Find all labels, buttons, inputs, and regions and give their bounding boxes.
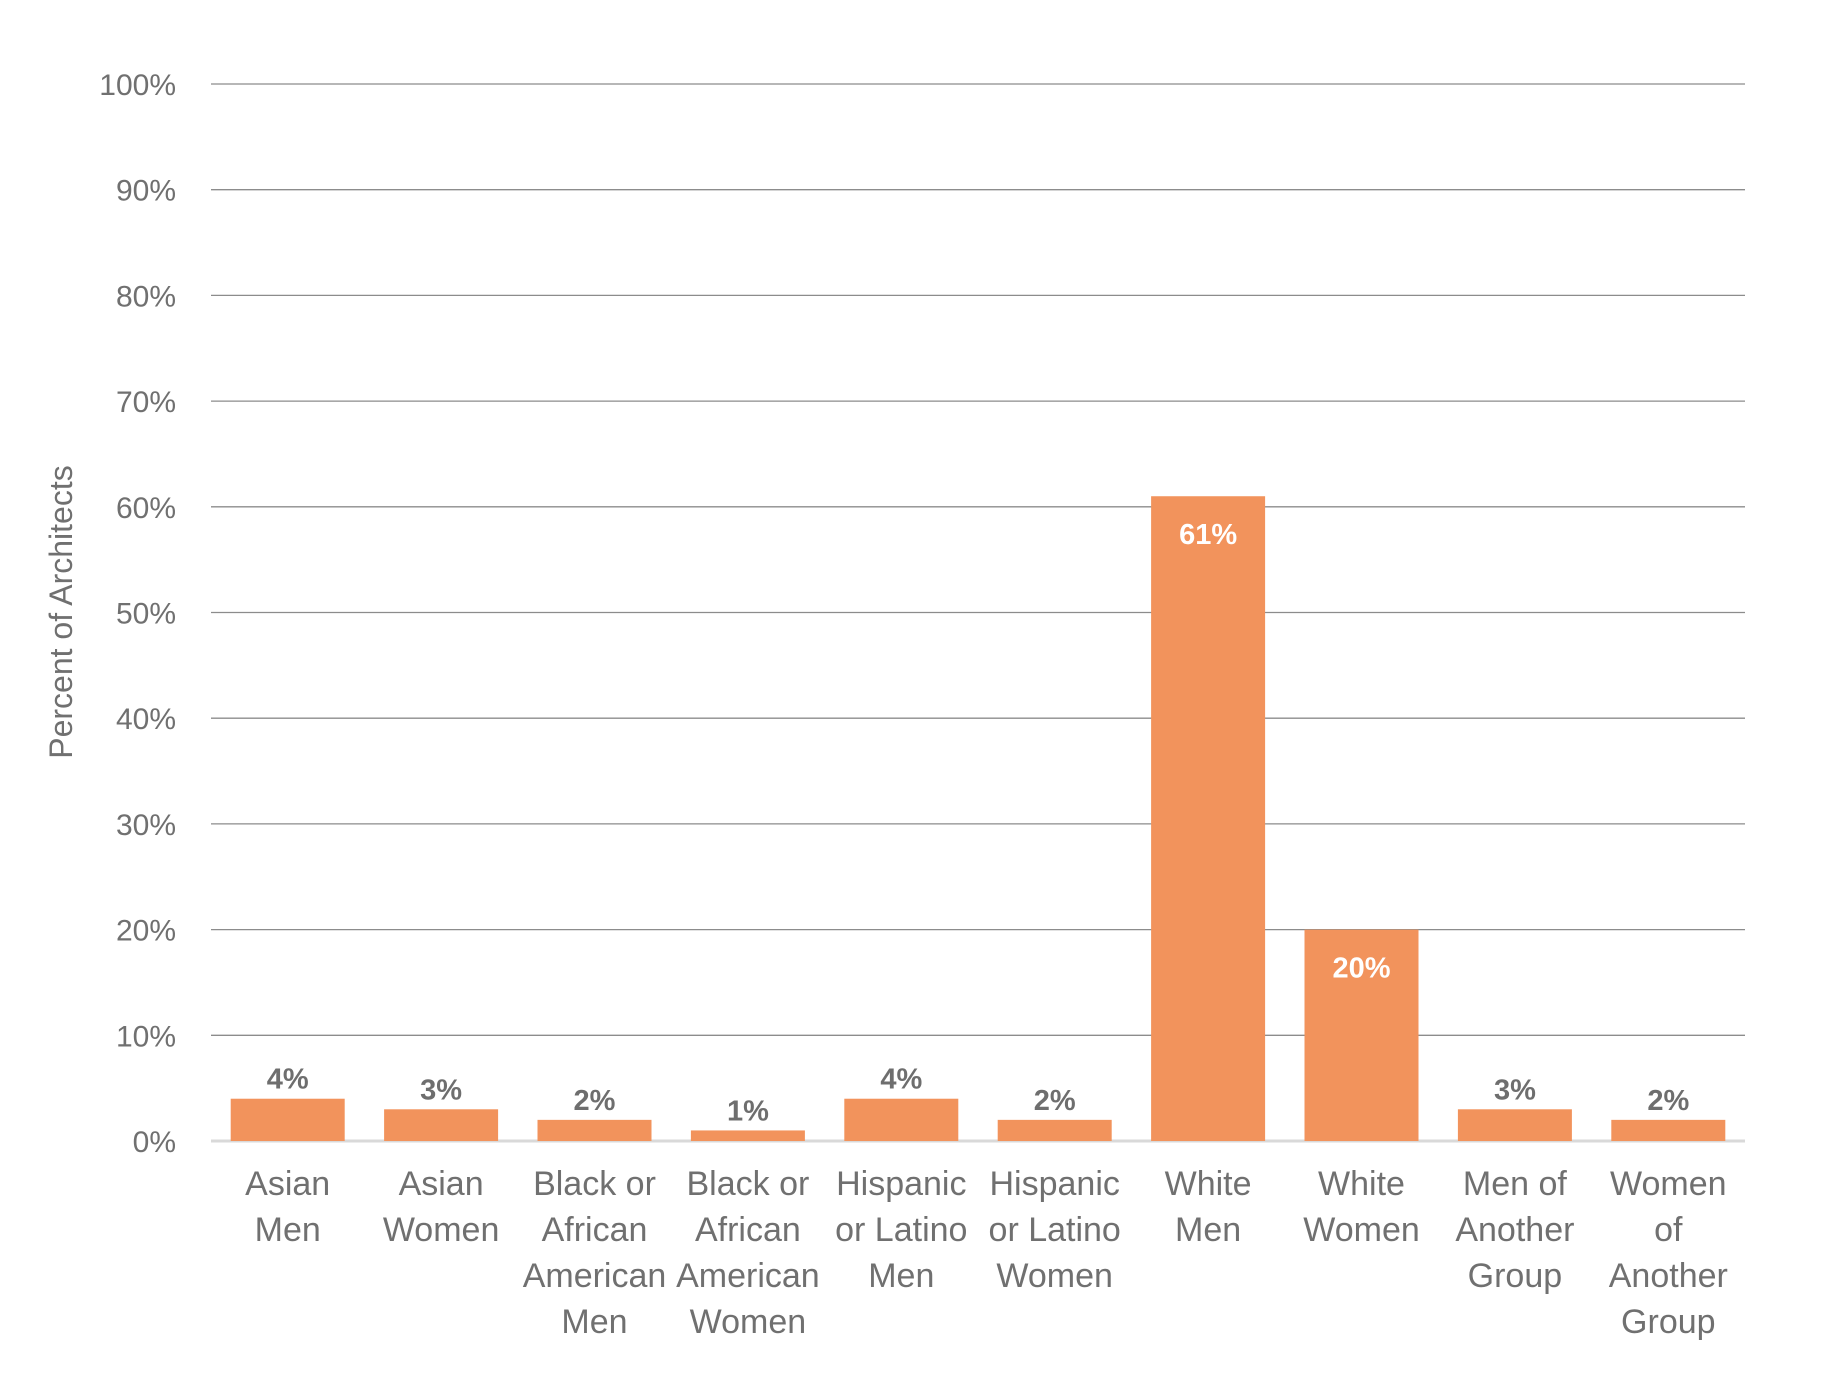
data-label: 4% [267,1064,309,1096]
y-axis-ticks: 0% 10% 20% 30% 40% 50% 60% 70% 80% 90% 100% [99,69,176,1159]
bar [1457,1109,1572,1141]
x-tick-label: Black or African American Women [676,1165,820,1341]
data-label: 3% [420,1074,462,1106]
x-axis-labels: Asian Men Asian Women Black or African America… [245,1165,1728,1341]
bar [1611,1119,1726,1141]
y-tick-label: 40% [116,703,176,736]
y-axis-title: Percent of Architects [43,465,79,758]
x-tick-label: Asian Men [245,1165,330,1249]
bar [844,1098,959,1141]
y-tick-label: 10% [116,1020,176,1053]
data-label: 61% [1179,519,1237,551]
data-label: 2% [574,1085,616,1117]
y-tick-label: 30% [116,809,176,842]
x-tick-label: White Men [1165,1165,1252,1249]
x-tick-label: White Women [1303,1165,1420,1249]
bar [230,1098,345,1141]
bar [690,1130,805,1141]
x-tick-label: Hispanic or Latino Women [989,1165,1121,1295]
bar [384,1109,499,1141]
data-label: 3% [1494,1074,1536,1106]
data-label: 2% [1034,1085,1076,1117]
y-tick-label: 90% [116,175,176,208]
x-tick-label: Black or African American Men [523,1165,667,1341]
bar [1304,929,1419,1141]
data-label: 4% [880,1064,922,1096]
bar [537,1119,652,1141]
y-tick-label: 80% [116,280,176,313]
y-tick-label: 0% [133,1126,176,1159]
y-tick-label: 20% [116,915,176,948]
x-tick-label: Men of Another Group [1455,1165,1574,1295]
gridlines [211,83,1745,1143]
x-tick-label: Women of Another Group [1609,1165,1728,1341]
x-tick-label: Asian Women [383,1165,500,1249]
y-tick-label: 60% [116,492,176,525]
data-label: 20% [1332,953,1390,985]
data-label: 2% [1647,1085,1689,1117]
data-label: 1% [727,1095,769,1127]
y-tick-label: 100% [99,69,176,102]
bar [1151,496,1266,1142]
y-tick-label: 50% [116,598,176,631]
y-tick-label: 70% [116,386,176,419]
data-labels: 4% 3% 2% 1% 4% 2% 61% 20% 3% 2% [267,519,1690,1127]
bar [997,1119,1112,1141]
bars [230,496,1726,1142]
x-tick-label: Hispanic or Latino Men [835,1165,967,1295]
